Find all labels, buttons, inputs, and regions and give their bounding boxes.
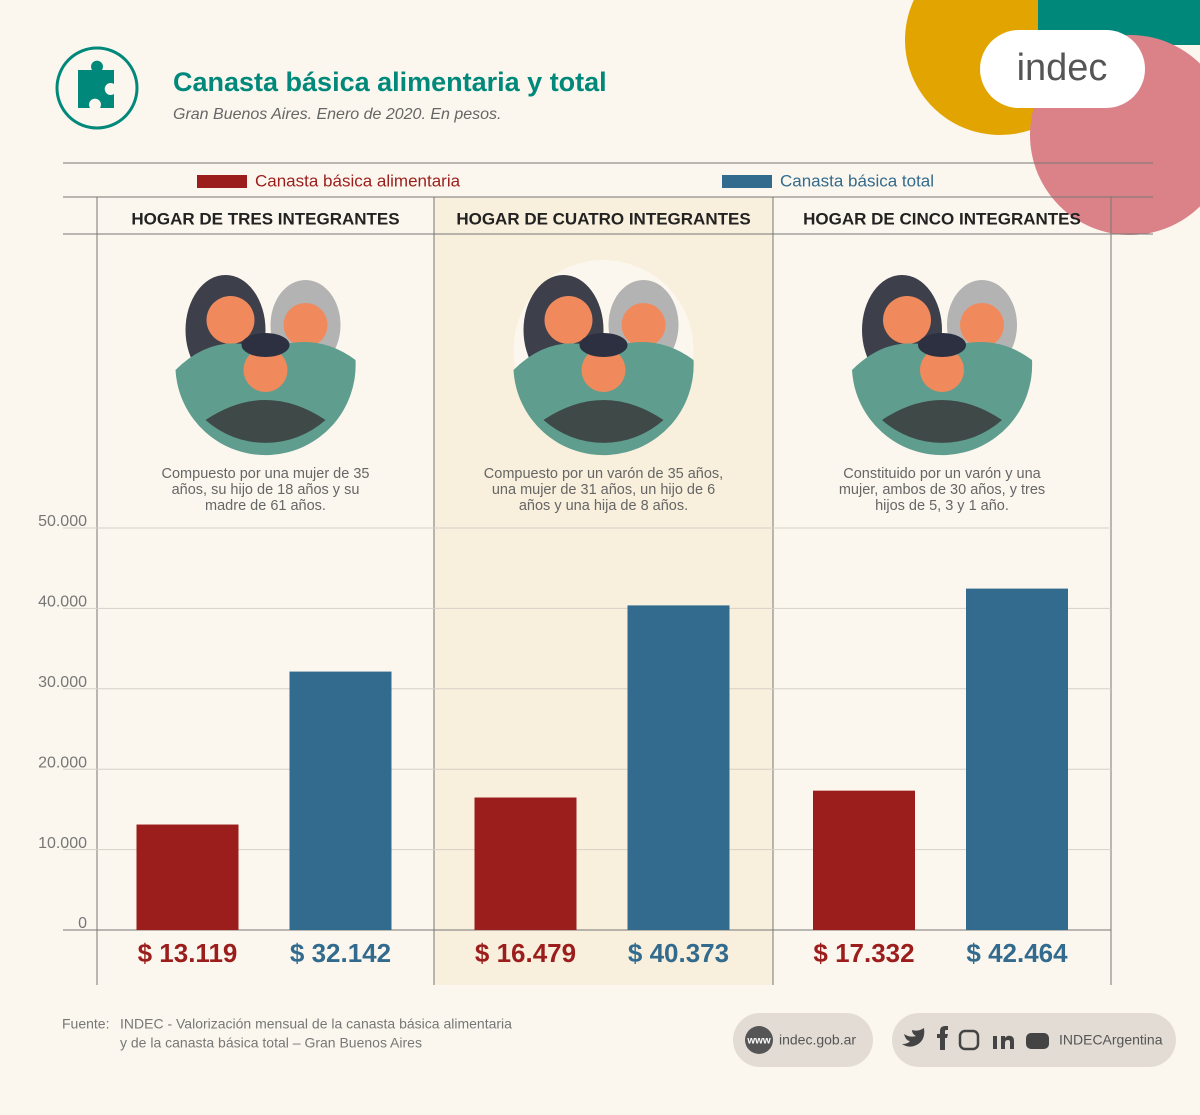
logo-text: indec bbox=[1017, 47, 1108, 89]
value-label: $ 16.479 bbox=[475, 938, 576, 968]
website[interactable]: indec.gob.ar bbox=[779, 1032, 856, 1048]
legend-swatch bbox=[722, 175, 772, 188]
illustration bbox=[544, 296, 593, 344]
legend-label: Canasta básica total bbox=[780, 171, 934, 190]
description: Compuesto por un varón de 35 años, bbox=[484, 466, 723, 482]
illustration bbox=[621, 303, 666, 347]
title: Canasta básica alimentaria y total bbox=[173, 67, 607, 97]
description: madre de 61 años. bbox=[205, 498, 326, 514]
bar bbox=[966, 588, 1068, 930]
value-label: $ 17.332 bbox=[813, 938, 914, 968]
y-tick-label: 10.000 bbox=[38, 835, 87, 852]
description: años, su hijo de 18 años y su bbox=[172, 482, 360, 498]
description: una mujer de 31 años, un hijo de 6 bbox=[492, 482, 715, 498]
illustration bbox=[241, 333, 290, 357]
y-tick-label: 40.000 bbox=[38, 594, 87, 611]
value-label: $ 42.464 bbox=[966, 938, 1068, 968]
illustration bbox=[206, 296, 255, 344]
illustration bbox=[205, 400, 326, 443]
youtube-icon[interactable] bbox=[1026, 1033, 1049, 1049]
illustration bbox=[243, 348, 288, 392]
illustration bbox=[581, 348, 626, 392]
y-tick-label: 30.000 bbox=[38, 674, 87, 691]
bar bbox=[813, 790, 915, 930]
description: hijos de 5, 3 y 1 año. bbox=[875, 498, 1009, 514]
linkedin-icon[interactable] bbox=[993, 1036, 997, 1049]
y-tick-label: 50.000 bbox=[38, 513, 87, 530]
source: INDEC - Valorización mensual de la canas… bbox=[120, 1016, 512, 1032]
source: y de la canasta básica total – Gran Buen… bbox=[120, 1035, 422, 1051]
illustration bbox=[543, 400, 664, 443]
instagram-icon[interactable] bbox=[958, 1029, 980, 1051]
illustration bbox=[882, 400, 1002, 443]
subtitle: Gran Buenos Aires. Enero de 2020. En pes… bbox=[173, 106, 502, 123]
y-tick-label: 20.000 bbox=[38, 754, 87, 771]
legend-swatch bbox=[197, 175, 247, 188]
facebook-icon[interactable] bbox=[937, 1026, 948, 1050]
social-icons bbox=[902, 1026, 1049, 1051]
illustration bbox=[918, 333, 966, 357]
logo-box bbox=[980, 30, 1145, 108]
illustration bbox=[920, 348, 964, 392]
category-label: HOGAR DE TRES INTEGRANTES bbox=[131, 209, 399, 228]
source-label: Fuente: bbox=[62, 1016, 109, 1032]
web-icon bbox=[745, 1026, 773, 1054]
description: años y una hija de 8 años. bbox=[519, 498, 688, 514]
illustration bbox=[883, 296, 931, 344]
twitter-icon[interactable] bbox=[902, 1028, 925, 1047]
icon bbox=[55, 46, 139, 130]
legend-label: Canasta básica alimentaria bbox=[255, 171, 461, 190]
value-label: $ 40.373 bbox=[628, 938, 729, 968]
pill bbox=[733, 1013, 873, 1067]
description: mujer, ambos de 30 años, y tres bbox=[839, 482, 1045, 498]
value-label: $ 32.142 bbox=[290, 938, 391, 968]
frame bbox=[63, 162, 1153, 985]
value-label: $ 13.119 bbox=[138, 938, 238, 968]
illustration bbox=[283, 303, 328, 347]
description: Compuesto por una mujer de 35 bbox=[162, 466, 370, 482]
category-label: HOGAR DE CUATRO INTEGRANTES bbox=[456, 209, 750, 228]
bar bbox=[136, 824, 239, 930]
social-handle[interactable]: INDECArgentina bbox=[1059, 1032, 1163, 1048]
bar bbox=[627, 605, 730, 930]
icon bbox=[78, 60, 114, 108]
bar bbox=[474, 797, 577, 930]
linkedin-icon[interactable] bbox=[1001, 1035, 1014, 1049]
y-tick-label: 0 bbox=[78, 915, 87, 932]
bar bbox=[289, 671, 392, 930]
web-icon-text: www bbox=[746, 1036, 771, 1047]
category-label: HOGAR DE CINCO INTEGRANTES bbox=[803, 209, 1081, 228]
description: Constituido por un varón y una bbox=[843, 466, 1041, 482]
illustration bbox=[960, 303, 1004, 347]
illustration bbox=[579, 333, 628, 357]
